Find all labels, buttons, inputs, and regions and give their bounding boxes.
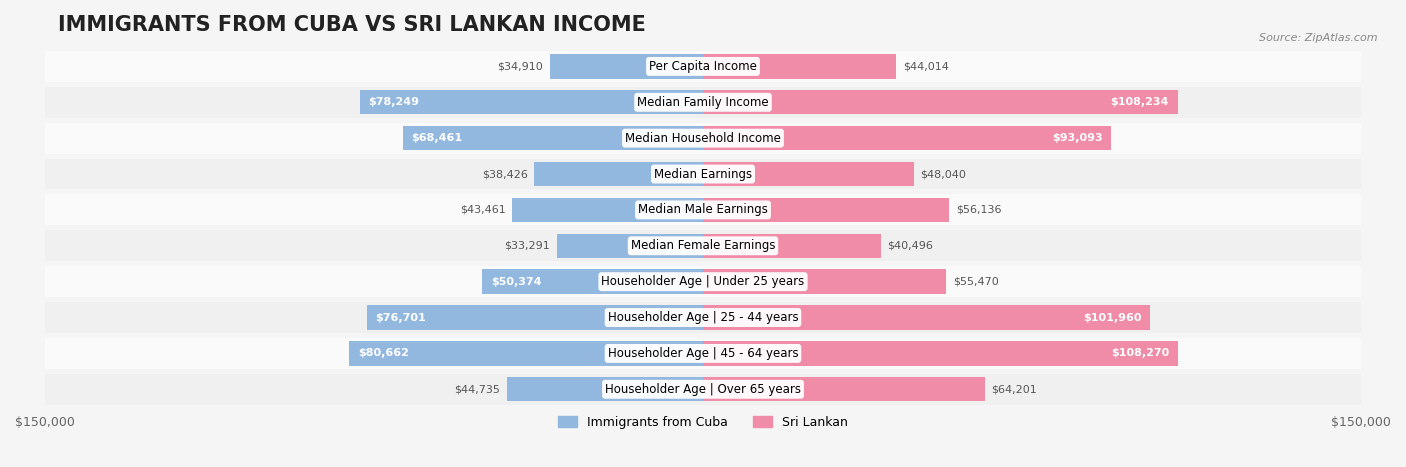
Text: $101,960: $101,960 [1083, 312, 1142, 323]
Text: Householder Age | Over 65 years: Householder Age | Over 65 years [605, 383, 801, 396]
Bar [45, 87, 1361, 118]
Text: $43,461: $43,461 [460, 205, 506, 215]
Text: Source: ZipAtlas.com: Source: ZipAtlas.com [1260, 33, 1378, 42]
Text: Median Male Earnings: Median Male Earnings [638, 204, 768, 216]
Bar [360, 90, 703, 114]
Text: Median Female Earnings: Median Female Earnings [631, 239, 775, 252]
Bar [512, 198, 703, 222]
Bar [506, 377, 703, 402]
Bar [45, 51, 1361, 82]
Bar [45, 302, 1361, 333]
Text: $33,291: $33,291 [505, 241, 550, 251]
Text: $44,735: $44,735 [454, 384, 501, 394]
Bar [703, 341, 1178, 366]
Text: $78,249: $78,249 [368, 97, 419, 107]
Bar [550, 54, 703, 78]
Bar [45, 194, 1361, 226]
Text: $93,093: $93,093 [1052, 133, 1102, 143]
Text: $80,662: $80,662 [359, 348, 409, 358]
Text: $64,201: $64,201 [991, 384, 1038, 394]
Text: $50,374: $50,374 [491, 276, 541, 287]
Text: $34,910: $34,910 [498, 62, 543, 71]
Text: Median Household Income: Median Household Income [626, 132, 780, 145]
Text: $56,136: $56,136 [956, 205, 1001, 215]
Text: $40,496: $40,496 [887, 241, 934, 251]
Text: $48,040: $48,040 [921, 169, 966, 179]
Bar [534, 162, 703, 186]
Text: $44,014: $44,014 [903, 62, 949, 71]
Bar [349, 341, 703, 366]
Text: $55,470: $55,470 [953, 276, 998, 287]
Legend: Immigrants from Cuba, Sri Lankan: Immigrants from Cuba, Sri Lankan [554, 411, 852, 434]
Text: IMMIGRANTS FROM CUBA VS SRI LANKAN INCOME: IMMIGRANTS FROM CUBA VS SRI LANKAN INCOM… [58, 15, 645, 35]
Text: Householder Age | Under 25 years: Householder Age | Under 25 years [602, 275, 804, 288]
Bar [703, 126, 1111, 150]
Bar [482, 269, 703, 294]
Text: Per Capita Income: Per Capita Income [650, 60, 756, 73]
Bar [45, 123, 1361, 154]
Bar [367, 305, 703, 330]
Bar [703, 90, 1178, 114]
Bar [703, 198, 949, 222]
Text: $68,461: $68,461 [412, 133, 463, 143]
Text: Median Earnings: Median Earnings [654, 168, 752, 181]
Bar [703, 162, 914, 186]
Bar [45, 374, 1361, 405]
Bar [45, 338, 1361, 369]
Bar [402, 126, 703, 150]
Text: $108,270: $108,270 [1111, 348, 1170, 358]
Bar [703, 305, 1150, 330]
Text: Householder Age | 45 - 64 years: Householder Age | 45 - 64 years [607, 347, 799, 360]
Bar [703, 234, 880, 258]
Bar [703, 269, 946, 294]
Bar [703, 54, 896, 78]
Bar [557, 234, 703, 258]
Bar [45, 266, 1361, 297]
Bar [45, 159, 1361, 190]
Text: $38,426: $38,426 [482, 169, 527, 179]
Text: Householder Age | 25 - 44 years: Householder Age | 25 - 44 years [607, 311, 799, 324]
Bar [45, 230, 1361, 261]
Text: $108,234: $108,234 [1111, 97, 1168, 107]
Text: $76,701: $76,701 [375, 312, 426, 323]
Bar [703, 377, 984, 402]
Text: Median Family Income: Median Family Income [637, 96, 769, 109]
